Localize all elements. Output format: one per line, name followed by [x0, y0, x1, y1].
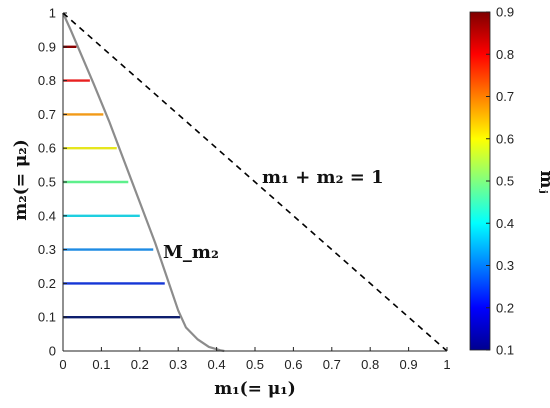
boundary-line: [62, 12, 448, 352]
x-tick-label: 0.5: [246, 357, 264, 372]
y-tick-label: 0.8: [38, 73, 56, 88]
curve-label: M_m₂: [163, 242, 219, 263]
colorbar-tick-label: 0.6: [496, 131, 514, 146]
y-tick-label: 1: [49, 6, 56, 21]
y-tick-label: 0.7: [38, 107, 56, 122]
colorbar-tick-label: 0.5: [496, 174, 514, 189]
y-tick-label: 0.1: [38, 310, 56, 325]
colorbar-label: mⱼ: [536, 170, 550, 193]
x-tick-label: 0.4: [208, 357, 226, 372]
boundary-line-label: m₁ + m₂ = 1: [262, 167, 384, 188]
curve-line: [61, 12, 225, 353]
colorbar-tick-label: 0.1: [496, 343, 514, 358]
axes: 0 0.1 0.2 0.3 0.4 0.5 0.6 0.7 0.8 0.9 1 0 0.1 0.2 0.3 0…: [38, 6, 451, 373]
colorbar-tick-label: 0.3: [496, 258, 514, 273]
y-tick-label: 0.6: [38, 141, 56, 156]
y-tick-label: 0.9: [38, 39, 56, 54]
x-tick-label: 0: [59, 357, 66, 372]
y-tick-label: 0.4: [38, 208, 56, 223]
x-tick-label: 0.2: [131, 357, 149, 372]
x-tick-label: 0.1: [92, 357, 110, 372]
y-tick-label: 0: [49, 344, 56, 359]
x-tick-label: 0.3: [169, 357, 187, 372]
y-tick-label: 0.5: [38, 175, 56, 190]
x-tick-label: 0.7: [323, 357, 341, 372]
y-tick-label: 0.3: [38, 242, 56, 257]
level-lines: [63, 45, 181, 319]
y-tick-label: 0.2: [38, 276, 56, 291]
x-axis-label: m₁(= μ₁): [214, 379, 296, 399]
colorbar-tick-label: 0.4: [496, 216, 514, 231]
x-tick-label: 1: [443, 357, 450, 372]
curve-group: [61, 12, 225, 353]
colorbar-tick-label: 0.8: [496, 47, 514, 62]
x-tick-label: 0.9: [400, 357, 418, 372]
colorbar-tick-label: 0.9: [496, 5, 514, 20]
colorbar-tick-label: 0.2: [496, 300, 514, 315]
colorbar: 0.1 0.2 0.3 0.4 0.5 0.6 0.7 0.8 0.9: [469, 5, 514, 358]
y-axis-label: m₂(= μ₂): [11, 139, 31, 221]
x-tick-label: 0.6: [284, 357, 302, 372]
colorbar-tick-label: 0.7: [496, 89, 514, 104]
boundary-group: [62, 12, 448, 352]
x-tick-label: 0.8: [361, 357, 379, 372]
